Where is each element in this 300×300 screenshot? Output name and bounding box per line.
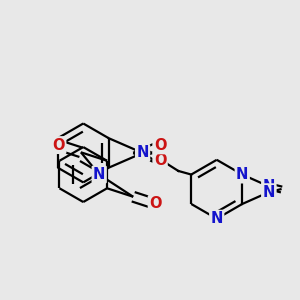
Text: N: N: [262, 185, 275, 200]
Text: N: N: [236, 167, 248, 182]
Text: N: N: [211, 211, 223, 226]
Text: O: O: [149, 196, 162, 211]
Text: N: N: [93, 167, 105, 182]
Text: O: O: [154, 138, 166, 153]
Text: N: N: [136, 146, 149, 160]
Text: N: N: [262, 179, 275, 194]
Text: O: O: [52, 138, 65, 153]
Text: O: O: [154, 153, 166, 168]
